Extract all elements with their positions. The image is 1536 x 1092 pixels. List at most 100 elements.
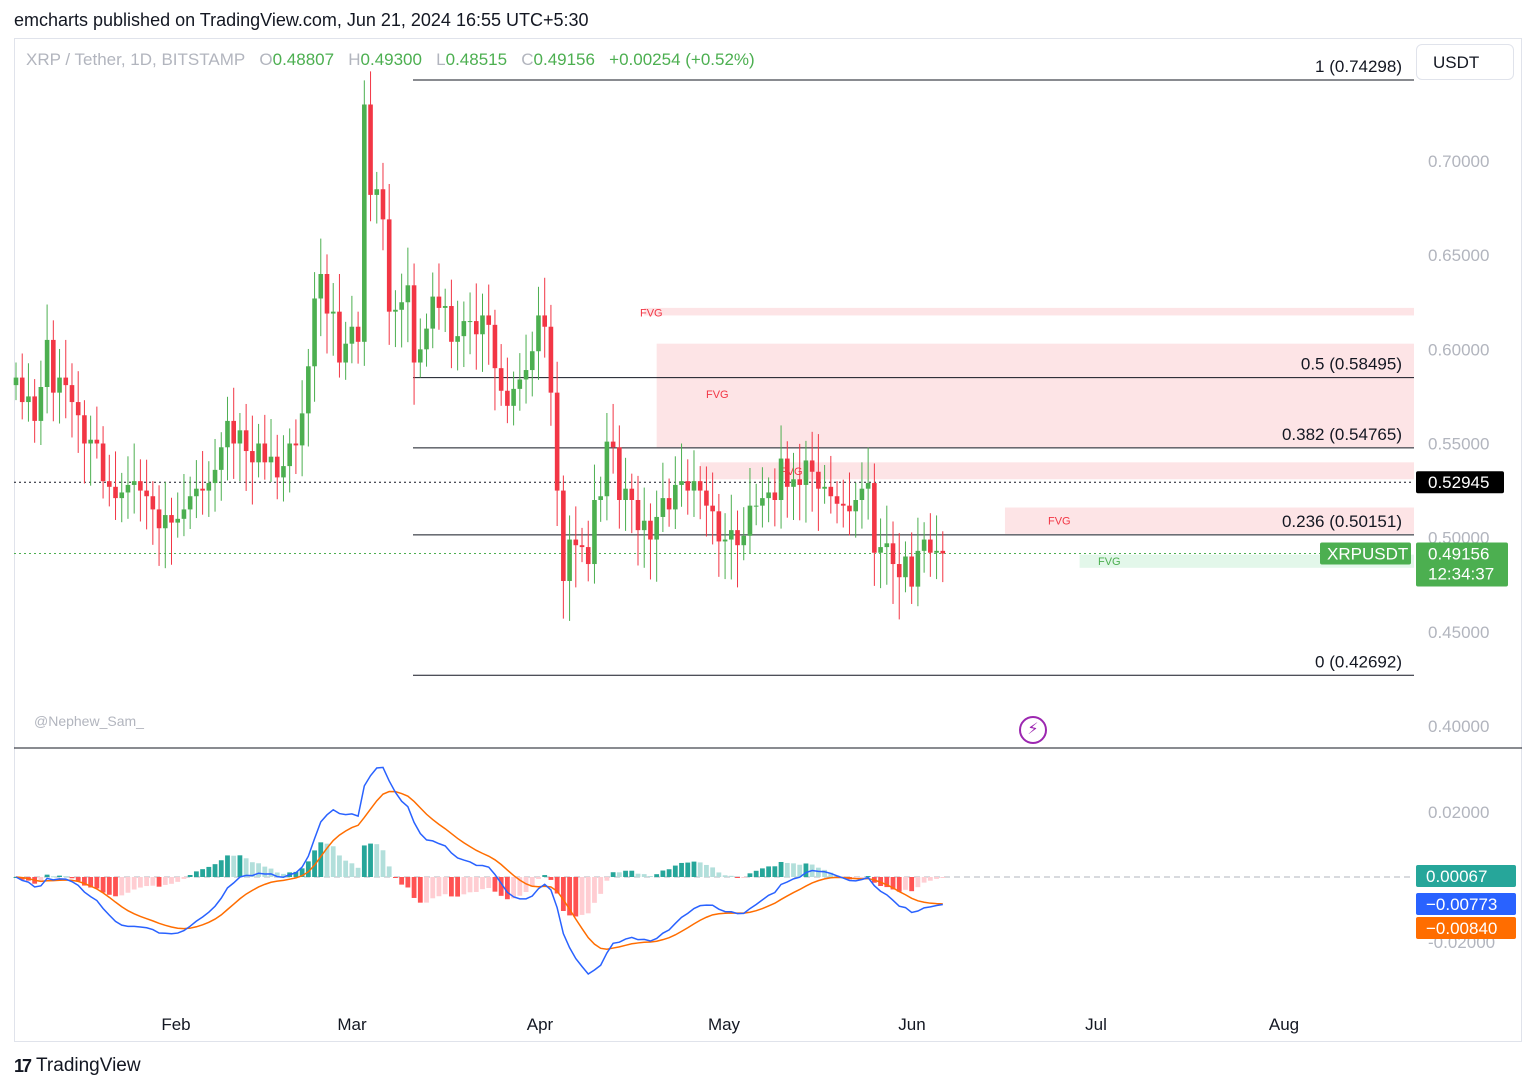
fib-level-label: 0 (0.42692) (1315, 652, 1402, 671)
fib-level-label: 0.5 (0.58495) (1301, 355, 1402, 374)
candle-body (598, 496, 603, 500)
candle-body (498, 368, 504, 391)
candle-body (579, 545, 585, 548)
price-tick-label: 0.60000 (1428, 340, 1489, 359)
price-tick-label: 0.55000 (1428, 435, 1489, 454)
macd-histogram-bar (237, 855, 243, 877)
macd-histogram-bar (610, 872, 616, 877)
macd-histogram-bar (666, 869, 672, 877)
candle-body (915, 550, 921, 587)
candle-body (529, 351, 535, 371)
macd-histogram-bar (623, 870, 628, 877)
macd-histogram-bar (903, 877, 908, 890)
candle-body (138, 481, 143, 491)
candle-body (75, 402, 81, 416)
macd-histogram-bar (424, 877, 429, 903)
macd-histogram-bar (293, 871, 299, 877)
candle-body (772, 492, 778, 500)
candle-body (237, 430, 243, 444)
macd-histogram-bar (449, 877, 454, 897)
candle-body (934, 550, 939, 553)
candle-body (511, 388, 516, 406)
candle-body (878, 547, 883, 553)
candle-body (679, 481, 684, 485)
candle-body (747, 505, 753, 536)
macd-histogram-bar (934, 877, 939, 879)
candle-body (610, 441, 616, 448)
macd-histogram-bar (187, 875, 193, 877)
macd-histogram-bar (63, 876, 69, 878)
macd-histogram-bar (598, 877, 604, 894)
macd-histogram-bar (797, 864, 803, 877)
macd-histogram-bar (511, 877, 516, 899)
candle-body (19, 377, 25, 403)
ohlc-legend: XRP / Tether, 1D, BITSTAMP O0.48807 H0.4… (26, 50, 755, 70)
candle-body (554, 392, 560, 491)
candle-body (94, 439, 100, 444)
tradingview-footer: 17 TradingView (14, 1055, 141, 1077)
macd-histogram-bar (349, 863, 355, 877)
symbol-price-label: XRPUSDT (1327, 545, 1408, 564)
macd-histogram-bar (181, 877, 187, 879)
candle-body (156, 509, 162, 529)
candle-body (362, 104, 367, 342)
candle-body (617, 447, 622, 500)
candle-body (206, 483, 212, 491)
candle-body (467, 321, 473, 323)
candle-body (660, 498, 666, 517)
countdown-label: 12:34:37 (1428, 565, 1494, 584)
macd-histogram-bar (305, 861, 311, 877)
tradingview-logo-icon: 17 (14, 1055, 32, 1076)
candle-body (840, 503, 846, 506)
macd-histogram-bar (604, 877, 610, 881)
candle-body (561, 490, 566, 581)
macd-histogram-bar (884, 877, 890, 888)
close-value: 0.49156 (533, 50, 595, 69)
macd-histogram-bar (828, 872, 834, 877)
macd-histogram-bar (417, 877, 423, 903)
macd-histogram-bar (697, 862, 703, 877)
macd-histogram-bar (299, 868, 305, 877)
macd-histogram-bar (542, 875, 548, 877)
candle-body (872, 483, 877, 553)
candle-body (697, 481, 703, 491)
candle-body (355, 326, 361, 342)
candle-body (909, 556, 914, 587)
candle-body (349, 326, 355, 344)
macd-histogram-bar (480, 877, 485, 890)
candle-body (449, 306, 454, 342)
candle-body (722, 539, 728, 542)
macd-histogram-bar (218, 860, 224, 877)
macd-histogram-bar (741, 877, 747, 878)
macd-histogram-bar (82, 877, 87, 886)
price-tick-label: 0.45000 (1428, 623, 1489, 642)
currency-unit-button[interactable]: USDT (1416, 44, 1514, 80)
lightning-icon[interactable]: ⚡ (1019, 716, 1047, 744)
macd-histogram-bar (361, 845, 367, 877)
macd-histogram-bar (710, 867, 716, 877)
macd-value-bg (1416, 917, 1516, 939)
macd-histogram-bar (436, 877, 442, 897)
candle-body (442, 306, 448, 308)
macd-histogram-bar (592, 877, 597, 903)
chart-frame (14, 38, 1522, 1042)
candle-body (144, 490, 149, 497)
candle-body (666, 498, 672, 510)
macd-histogram-bar (579, 877, 585, 915)
candle-body (760, 498, 765, 506)
macd-histogram-bar (405, 877, 411, 888)
macd-histogram-bar (517, 877, 523, 896)
candle-body (735, 530, 740, 546)
macd-histogram-bar (156, 877, 162, 887)
macd-histogram-bar (654, 874, 660, 877)
macd-histogram-bar (318, 842, 324, 877)
candle-body (405, 285, 411, 303)
high-label: H (348, 50, 361, 69)
candle-body (281, 466, 286, 478)
high-value: 0.49300 (360, 50, 422, 69)
candle-body (847, 505, 852, 512)
price-label-high: 0.52945 (1428, 473, 1489, 492)
fvg-zone (656, 343, 1414, 448)
candle-body (32, 396, 37, 421)
